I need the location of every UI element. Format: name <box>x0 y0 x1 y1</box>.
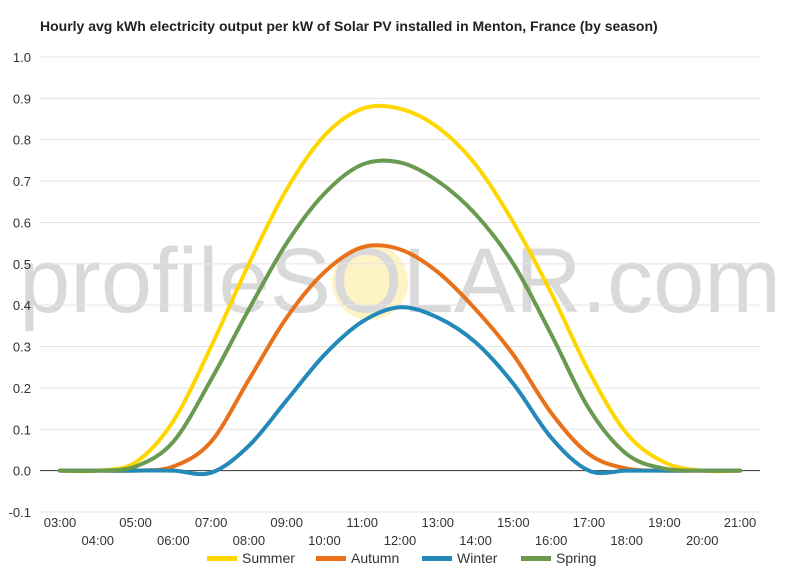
x-tick-label: 04:00 <box>82 533 115 548</box>
series-line-summer <box>58 103 742 474</box>
legend-label-summer: Summer <box>242 550 295 566</box>
x-tick-label: 06:00 <box>157 533 190 548</box>
series-line-spring <box>58 158 742 473</box>
x-tick-label: 14:00 <box>459 533 492 548</box>
y-tick-label: 0.3 <box>13 340 31 355</box>
y-tick-label: 0.5 <box>13 257 31 272</box>
x-tick-label: 13:00 <box>422 515 455 530</box>
x-tick-label: 08:00 <box>233 533 266 548</box>
x-tick-label: 18:00 <box>610 533 643 548</box>
y-tick-label: 0.1 <box>13 422 31 437</box>
y-tick-label: 0.2 <box>13 381 31 396</box>
series-lines <box>58 103 742 477</box>
x-tick-label: 05:00 <box>119 515 152 530</box>
x-tick-label: 12:00 <box>384 533 417 548</box>
legend-label-spring: Spring <box>556 550 596 566</box>
y-tick-label: -0.1 <box>9 505 31 520</box>
legend-swatch-winter <box>422 556 452 561</box>
y-tick-label: 0.4 <box>13 298 31 313</box>
x-tick-label: 15:00 <box>497 515 530 530</box>
legend-swatch-spring <box>521 556 551 561</box>
x-tick-label: 20:00 <box>686 533 719 548</box>
chart-title: Hourly avg kWh electricity output per kW… <box>40 18 658 34</box>
y-tick-label: 0.9 <box>13 91 31 106</box>
watermark-sun-icon <box>332 244 408 320</box>
y-axis-labels: -0.1 0.0 0.1 0.2 0.3 0.4 0.5 0.6 0.7 0.8 0.9 1.0 <box>9 50 31 520</box>
x-tick-label: 09:00 <box>270 515 303 530</box>
watermark-text: profileSOLAR.com <box>19 230 781 332</box>
series-line-autumn <box>58 243 742 473</box>
x-tick-label: 17:00 <box>573 515 606 530</box>
x-tick-label: 11:00 <box>346 515 378 530</box>
watermark: profileSOLAR.com <box>19 230 781 332</box>
y-tick-label: 0.0 <box>13 464 31 479</box>
x-axis-labels: 03:00 04:00 05:00 06:00 07:00 08:00 09:00 10:00… <box>44 515 757 548</box>
legend: Summer Autumn Winter Spring <box>207 550 596 566</box>
y-tick-label: 0.8 <box>13 133 31 148</box>
y-tick-label: 0.6 <box>13 215 31 230</box>
x-tick-label: 10:00 <box>308 533 341 548</box>
x-tick-label: 19:00 <box>648 515 681 530</box>
x-tick-label: 07:00 <box>195 515 228 530</box>
legend-label-autumn: Autumn <box>351 550 399 566</box>
x-tick-label: 21:00 <box>724 515 757 530</box>
legend-swatch-summer <box>207 556 237 561</box>
x-tick-label: 16:00 <box>535 533 568 548</box>
y-tick-label: 1.0 <box>13 50 31 65</box>
y-tick-label: 0.7 <box>13 174 31 189</box>
legend-label-winter: Winter <box>457 550 498 566</box>
series-line-winter <box>58 305 742 477</box>
x-tick-label: 03:00 <box>44 515 77 530</box>
legend-swatch-autumn <box>316 556 346 561</box>
